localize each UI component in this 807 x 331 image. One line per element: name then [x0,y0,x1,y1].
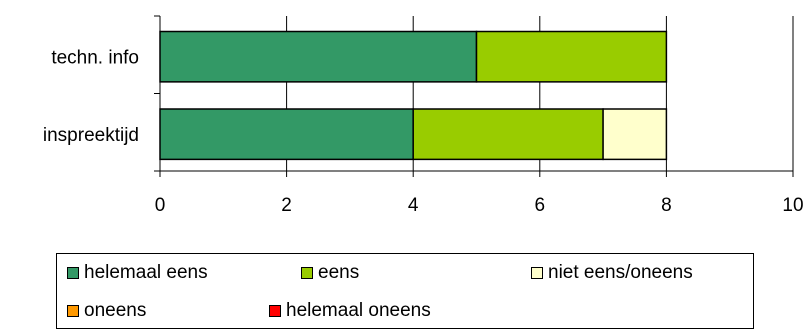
bar-segment [602,108,668,161]
bar-segment [159,108,414,161]
legend-item-3: oneens [67,300,146,322]
legend: helemaal eens eens niet eens/oneens onee… [56,253,754,329]
bar-segment [475,30,668,83]
legend-swatch [269,305,281,317]
legend-swatch [301,267,313,279]
bar-segment [412,108,604,161]
legend-item-0: helemaal eens [67,262,208,284]
axes [154,15,794,177]
legend-item-1: eens [301,262,359,284]
legend-swatch [67,305,79,317]
x-tick-label: 8 [661,195,672,216]
legend-label: helemaal oneens [286,300,431,321]
legend-label: eens [318,262,360,283]
tick-labels: 0 2 4 6 8 10 [155,195,804,216]
x-tick-label: 0 [155,195,166,216]
legend-label: helemaal eens [84,262,208,283]
bar-segment [159,30,478,83]
stacked-bar-chart: 0 2 4 6 8 10 techn. info inspreektijd [43,15,804,216]
legend-item-4: helemaal oneens [269,300,431,322]
category-label: inspreektijd [43,125,139,146]
legend-label: oneens [84,300,147,321]
legend-label: niet eens/oneens [548,262,693,283]
legend-item-2: niet eens/oneens [531,262,693,284]
x-tick-label: 4 [408,195,419,216]
x-tick-label: 10 [782,195,803,216]
legend-swatch [67,267,79,279]
x-tick-label: 2 [281,195,292,216]
legend-swatch [531,267,543,279]
x-tick-label: 6 [535,195,546,216]
category-label: techn. info [51,48,139,69]
bars [159,30,668,161]
category-labels: techn. info inspreektijd [43,48,139,147]
